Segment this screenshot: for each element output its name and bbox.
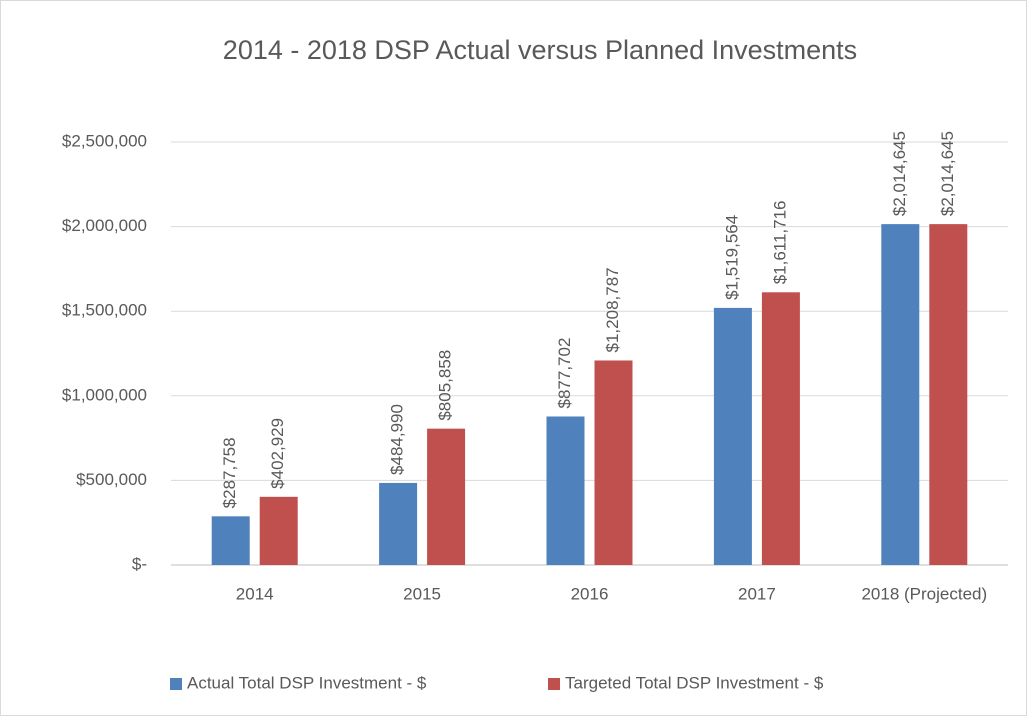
bar [211, 516, 250, 565]
x-tick-label: 2016 [571, 584, 609, 603]
data-label: $805,858 [436, 350, 455, 421]
data-label: $1,611,716 [770, 200, 789, 284]
data-label: $402,929 [268, 418, 287, 489]
bar [546, 416, 585, 565]
chart-title: 2014 - 2018 DSP Actual versus Planned In… [223, 35, 857, 65]
legend-label: Actual Total DSP Investment - $ [187, 673, 427, 692]
bar [594, 360, 633, 565]
x-tick-label: 2015 [403, 584, 441, 603]
x-tick-label: 2014 [236, 584, 274, 603]
x-tick-label: 2018 (Projected) [861, 584, 987, 603]
bar [379, 482, 418, 565]
bar [259, 496, 298, 565]
bar [929, 224, 968, 565]
y-tick-label: $2,000,000 [62, 216, 147, 235]
data-label: $1,519,564 [722, 215, 741, 300]
legend-label: Targeted Total DSP Investment - $ [565, 673, 824, 692]
bar [881, 224, 920, 565]
data-label: $1,208,787 [603, 267, 622, 352]
y-tick-label: $1,500,000 [62, 301, 147, 320]
bar [761, 292, 800, 565]
data-label: $877,702 [555, 338, 574, 409]
data-label: $2,014,645 [938, 131, 957, 216]
y-tick-label: $1,000,000 [62, 385, 147, 404]
data-label: $484,990 [388, 404, 407, 475]
legend-swatch [170, 678, 182, 690]
legend-swatch [548, 678, 560, 690]
y-tick-label: $- [132, 554, 147, 573]
bar [713, 307, 752, 565]
y-tick-label: $500,000 [76, 470, 147, 489]
data-label: $2,014,645 [890, 131, 909, 216]
bar [427, 428, 466, 565]
data-label: $287,758 [220, 437, 239, 508]
y-tick-label: $2,500,000 [62, 131, 147, 150]
x-tick-label: 2017 [738, 584, 776, 603]
